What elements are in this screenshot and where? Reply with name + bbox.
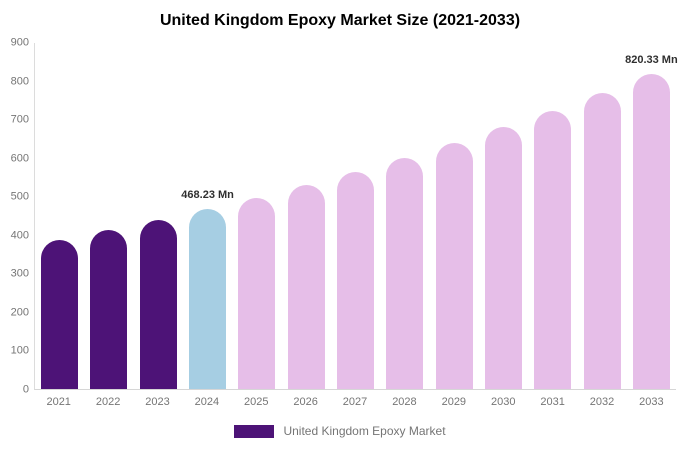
bar-slot-2033: 820.33 Mn (625, 43, 678, 389)
x-tick-2022: 2022 (95, 396, 121, 408)
bar-2026[interactable] (287, 185, 325, 389)
bar-2023[interactable] (139, 219, 177, 389)
legend-swatch-icon (234, 424, 275, 438)
bar-slot-2032 (577, 43, 626, 389)
bar-2029[interactable] (435, 143, 473, 389)
x-tick-2027: 2027 (342, 396, 368, 408)
y-axis: 0 100 200 300 400 500 600 700 800 900 (0, 37, 29, 395)
bar-2030[interactable] (484, 127, 522, 389)
y-tick-500: 500 (10, 190, 29, 203)
bar-slot-2029 (430, 43, 479, 389)
bar-slot-2027 (331, 43, 380, 389)
x-tick-2028: 2028 (392, 396, 417, 408)
x-tick-2031: 2031 (540, 396, 565, 408)
y-tick-600: 600 (10, 152, 29, 165)
bar-slot-2022 (84, 43, 133, 389)
y-tick-700: 700 (10, 113, 29, 126)
x-tick-2032: 2032 (589, 396, 615, 408)
y-tick-800: 800 (10, 75, 29, 88)
y-tick-300: 300 (10, 267, 29, 280)
x-tick-2024: 2024 (194, 396, 220, 408)
x-tick-2025: 2025 (244, 396, 269, 408)
bar-slot-2028 (380, 43, 429, 389)
y-tick-0: 0 (22, 383, 29, 396)
bar-2033[interactable] (632, 73, 670, 389)
bar-2027[interactable] (337, 171, 375, 389)
bar-2028[interactable] (386, 157, 424, 389)
bar-2021[interactable] (41, 239, 79, 389)
bar-slot-2031 (528, 43, 577, 389)
x-tick-2026: 2026 (293, 396, 318, 408)
y-tick-200: 200 (10, 306, 29, 319)
bar-slot-2021 (35, 43, 84, 389)
bar-slot-2025 (232, 43, 281, 389)
bar-2025[interactable] (238, 197, 276, 389)
legend-label: United Kingdom Epoxy Market (283, 424, 446, 438)
bar-2024[interactable] (189, 209, 227, 389)
y-tick-100: 100 (10, 344, 29, 357)
y-tick-400: 400 (10, 229, 29, 242)
data-label-2033: 820.33 Mn (625, 53, 678, 66)
legend[interactable]: United Kingdom Epoxy Market (0, 424, 680, 438)
chart-title: United Kingdom Epoxy Market Size (2021-2… (159, 12, 521, 29)
x-tick-2021: 2021 (46, 396, 71, 408)
bar-slot-2030 (479, 43, 528, 389)
x-tick-2030: 2030 (490, 396, 516, 408)
plot-area: 468.23 Mn 820.33 Mn (34, 43, 678, 390)
x-axis: 2021 2022 2023 2024 2025 2026 2027 2028 2029 2030… (34, 396, 676, 408)
bar-slot-2023 (134, 43, 183, 389)
bar-2022[interactable] (90, 230, 128, 389)
bar-slot-2024: 468.23 Mn (181, 43, 234, 389)
x-tick-2023: 2023 (145, 396, 170, 408)
bar-2032[interactable] (583, 92, 621, 389)
x-tick-2033: 2033 (639, 396, 664, 408)
bar-slot-2026 (282, 43, 331, 389)
bar-2031[interactable] (534, 110, 572, 389)
data-label-2024: 468.23 Mn (181, 189, 234, 201)
y-tick-900: 900 (10, 36, 29, 49)
x-tick-2029: 2029 (441, 396, 467, 408)
bars: 468.23 Mn 820.33 Mn (35, 43, 678, 389)
